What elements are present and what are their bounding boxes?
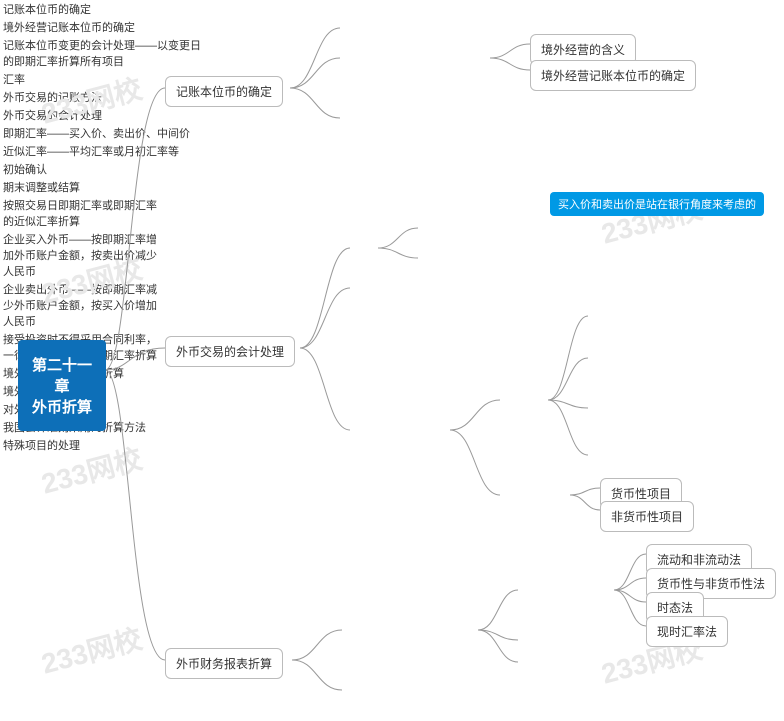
leaf: 境外经营记账本位币的确定 — [530, 60, 696, 91]
leaf: 初始确认 — [0, 160, 784, 178]
leaf: 外币交易的会计处理 — [0, 106, 784, 124]
leaf: 企业卖出外币——按即期汇率减少外币账户金额，按买入价增加人民币 — [0, 280, 180, 330]
leaf: 记账本位币变更的会计处理——以变更日的即期汇率折算所有项目 — [0, 36, 210, 70]
callout: 买入价和卖出价是站在银行角度来考虑的 — [550, 192, 764, 216]
root-node: 第二十一章外币折算 — [18, 340, 106, 431]
leaf: 按照交易日即期汇率或即期汇率的近似汇率折算 — [0, 196, 180, 230]
leaf: 特殊项目的处理 — [0, 436, 784, 454]
leaf: 即期汇率——买入价、卖出价、中间价 — [0, 124, 784, 142]
leaf: 境外经营的处置 — [0, 382, 784, 400]
leaf: 非货币性项目 — [600, 501, 694, 532]
leaf: 现时汇率法 — [646, 616, 728, 647]
node-a: 记账本位币的确定 — [165, 76, 283, 107]
node-c: 外币财务报表折算 — [165, 648, 283, 679]
leaf: 境外经营记账本位币的确定 — [0, 18, 784, 36]
watermark: 233网校 — [37, 617, 147, 682]
leaf: 记账本位币的确定 — [0, 0, 784, 18]
leaf: 境外经营财务报表的折算 — [0, 364, 784, 382]
leaf: 企业买入外币——按即期汇率增加外币账户金额，按卖出价减少人民币 — [0, 230, 180, 280]
leaf: 我国会计准则采用的折算方法 — [0, 418, 784, 436]
node-b: 外币交易的会计处理 — [165, 336, 295, 367]
leaf: 对外币报表的折算 — [0, 400, 784, 418]
leaf: 近似汇率——平均汇率或月初汇率等 — [0, 142, 784, 160]
